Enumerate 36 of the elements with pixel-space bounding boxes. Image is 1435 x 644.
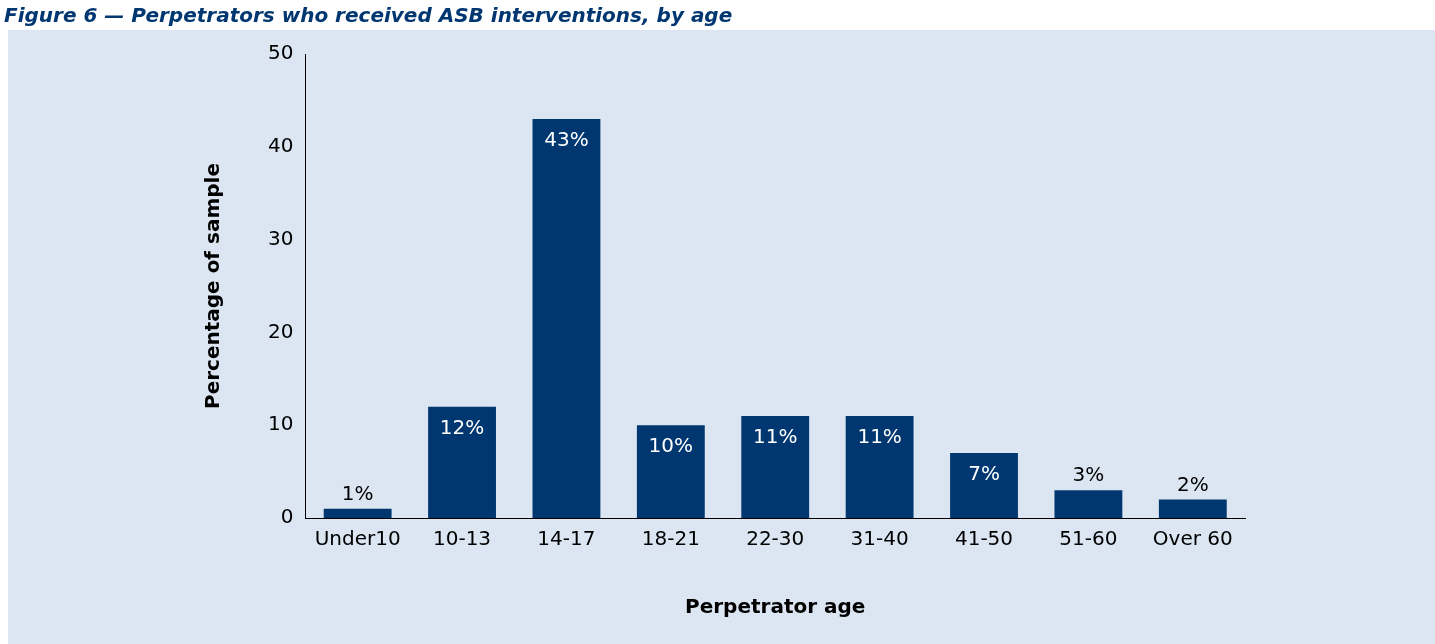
y-tick-label: 0 (280, 504, 294, 529)
y-tick-label: 30 (268, 225, 294, 250)
data-label: 11% (857, 424, 902, 449)
data-label: 2% (1176, 471, 1209, 496)
x-tick-label: 14-17 (537, 526, 596, 551)
data-label: 10% (648, 433, 694, 458)
bar (845, 415, 914, 518)
data-label: 12% (439, 414, 485, 439)
x-tick-label: 51-60 (1059, 526, 1118, 551)
data-label: 43% (544, 127, 589, 152)
bar (532, 118, 601, 518)
x-tick-label: 10-13 (432, 526, 492, 551)
y-tick-label: 20 (268, 318, 294, 343)
x-tick-label: Under10 (314, 526, 401, 551)
bar (428, 406, 496, 518)
y-tick-label: 50 (268, 40, 294, 65)
chart-title: Figure 6 — Perpetrators who received ASB interventions, by age (3, 2, 734, 29)
y-axis-title: Percentage of sample (200, 162, 225, 410)
bar (741, 415, 810, 518)
x-tick-label: 22-30 (746, 526, 805, 551)
x-tick-label: 31-40 (850, 526, 909, 551)
x-tick-label: 18-21 (641, 526, 700, 551)
x-tick-label: Over 60 (1152, 526, 1233, 551)
x-axis-title: Perpetrator age (685, 594, 866, 619)
bar (1054, 490, 1123, 518)
data-label: 1% (341, 480, 374, 505)
bar (1158, 499, 1227, 518)
data-label: 11% (753, 424, 798, 449)
bar (636, 425, 705, 518)
y-tick-label: 40 (268, 133, 294, 157)
bar (950, 453, 1018, 518)
y-tick-label: 10 (268, 411, 294, 436)
bar (323, 508, 392, 518)
data-label: 3% (1072, 462, 1105, 487)
data-label: 7% (968, 461, 1000, 486)
x-tick-label: 41-50 (954, 526, 1014, 551)
